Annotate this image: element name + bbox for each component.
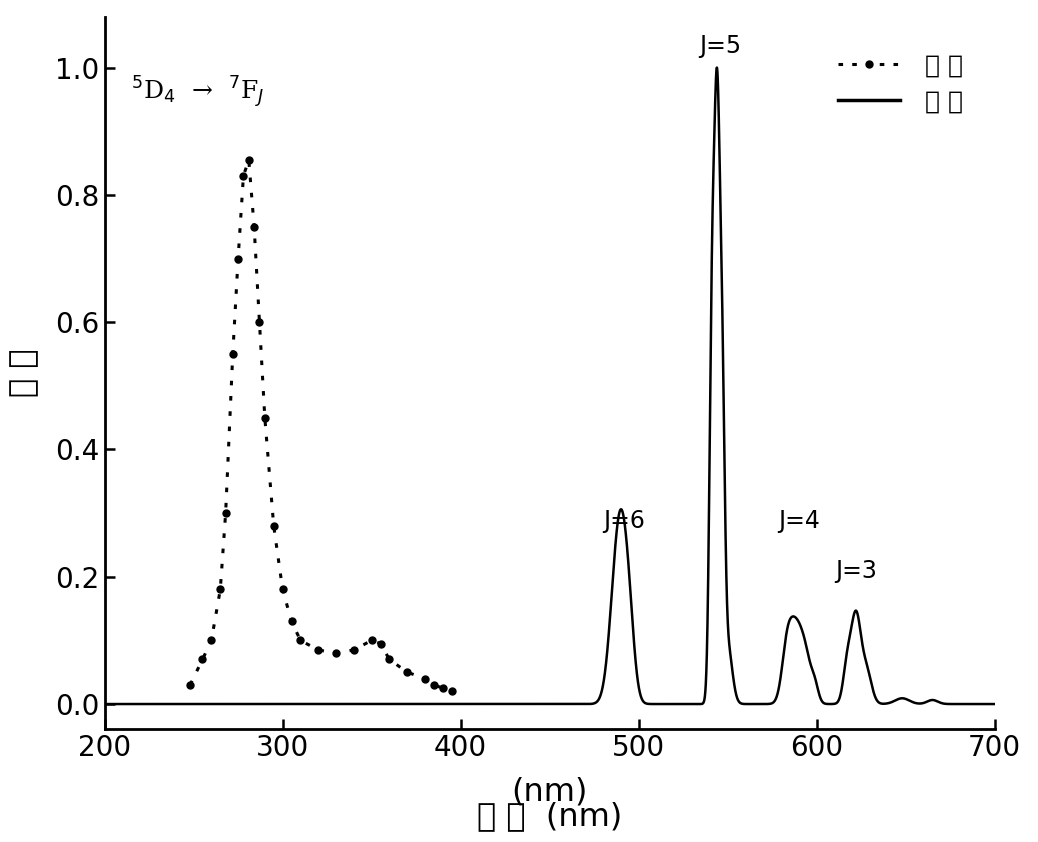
X-axis label: (nm): (nm) xyxy=(512,776,588,807)
Legend: 激 发, 发 射: 激 发, 发 射 xyxy=(828,44,974,124)
Text: 波 长  (nm): 波 长 (nm) xyxy=(477,801,623,832)
Text: J=6: J=6 xyxy=(603,509,646,534)
Text: J=4: J=4 xyxy=(778,509,820,534)
Text: J=5: J=5 xyxy=(700,34,741,58)
Text: J=3: J=3 xyxy=(835,559,877,584)
Text: $^5$D$_4$  →  $^7$F$_J$: $^5$D$_4$ → $^7$F$_J$ xyxy=(131,74,265,109)
Text: 强 度: 强 度 xyxy=(9,349,39,397)
